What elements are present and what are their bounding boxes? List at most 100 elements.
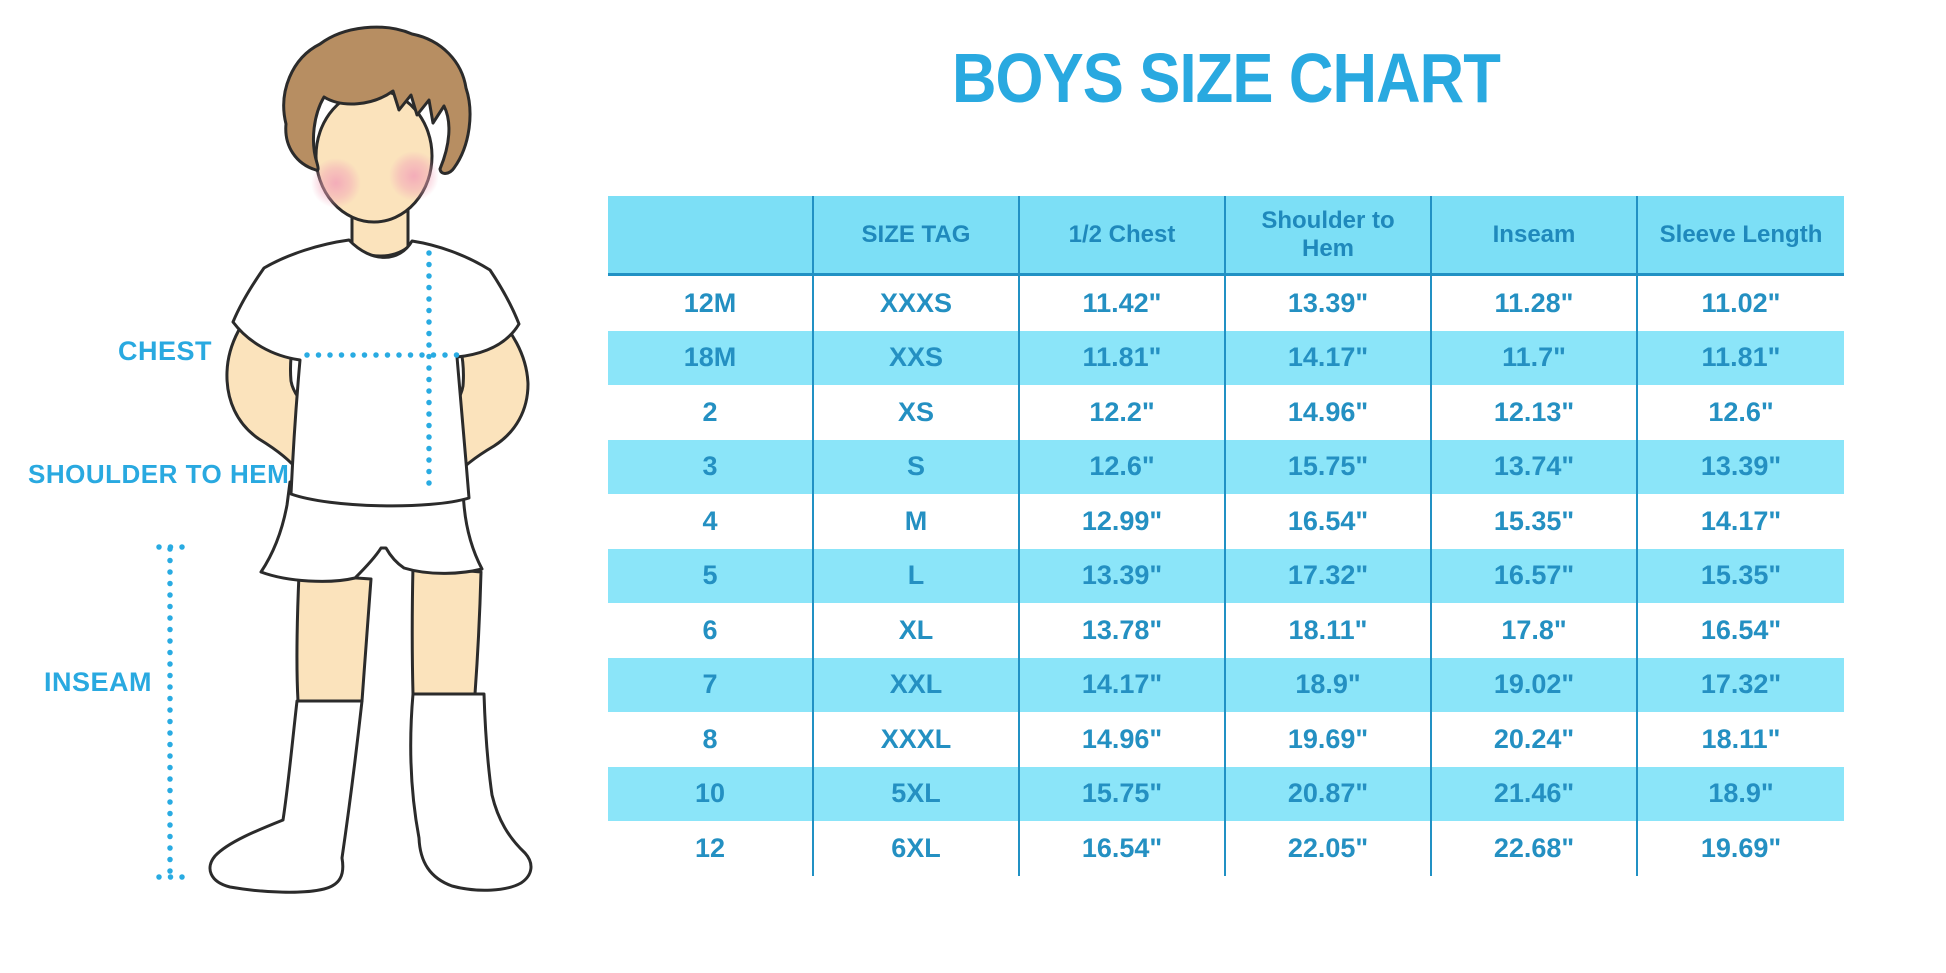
table-row: 3 S 12.6" 15.75" 13.74" 13.39": [608, 439, 1844, 494]
cell-size-tag: XXXS: [814, 276, 1020, 331]
boy-left-leg: [295, 572, 373, 703]
cell-size: 4: [608, 494, 814, 549]
cell-inseam: 11.28": [1432, 276, 1638, 331]
cell-shoulder-to-hem: 19.69": [1226, 712, 1432, 767]
cell-half-chest: 11.42": [1020, 276, 1226, 331]
shoulder-to-hem-label: SHOULDER TO HEM: [28, 459, 290, 489]
cell-sleeve-length: 11.02": [1701, 287, 1781, 318]
cell-size: 10: [608, 766, 814, 821]
cell-size-tag: XXXL: [814, 712, 1020, 767]
boy-left-cheek: [311, 158, 361, 208]
table-row: 7 XXL 14.17" 18.9" 19.02" 17.32": [608, 657, 1844, 712]
header-cell-blank: [608, 196, 814, 273]
cell-sleeve-length: 19.69": [1700, 832, 1782, 863]
cell-shoulder-to-hem: 17.32": [1226, 548, 1432, 603]
cell-inseam: 17.8": [1432, 603, 1638, 658]
cell-half-chest: 14.17": [1020, 657, 1226, 712]
cell-size-tag: 6XL: [814, 821, 1020, 876]
cell-size-tag: XXL: [814, 657, 1020, 712]
cell-size: 6: [608, 603, 814, 658]
size-table-body: 12M XXXS 11.42" 13.39" 11.28" 11.02" 18M XXS 11.…: [608, 276, 1844, 876]
boy-shorts: [259, 480, 484, 583]
cell-sleeve-length: 13.39": [1700, 451, 1782, 482]
cell-size-tag: M: [814, 494, 1020, 549]
cell-half-chest: 14.96": [1020, 712, 1226, 767]
cell-shoulder-to-hem: 16.54": [1226, 494, 1432, 549]
cell-half-chest: 15.75": [1020, 766, 1226, 821]
cell-sleeve-length: 18.9": [1708, 778, 1774, 809]
boy-right-leg: [410, 564, 483, 696]
table-row: 12 6XL 16.54" 22.05" 22.68" 19.69": [608, 821, 1844, 876]
cell-size: 18M: [608, 330, 814, 385]
cell-shoulder-to-hem: 14.17": [1226, 330, 1432, 385]
cell-half-chest: 12.6": [1020, 439, 1226, 494]
cell-size: 7: [608, 657, 814, 712]
cell-shoulder-to-hem: 18.11": [1226, 603, 1432, 658]
table-row: 2 XS 12.2" 14.96" 12.13" 12.6": [608, 385, 1844, 440]
header-cell-inseam: Inseam: [1432, 196, 1638, 273]
cell-shoulder-to-hem: 13.39": [1226, 276, 1432, 331]
cell-shoulder-to-hem: 18.9": [1226, 657, 1432, 712]
cell-inseam: 22.68": [1432, 821, 1638, 876]
table-row: 6 XL 13.78" 18.11" 17.8" 16.54": [608, 603, 1844, 658]
header-cell-sleeve-length: Sleeve Length: [1659, 220, 1823, 248]
boy-measurement-illustration: [156, 25, 533, 894]
header-cell-shoulder-to-hem: Shoulder to Hem: [1226, 196, 1432, 273]
cell-half-chest: 12.2": [1020, 385, 1226, 440]
table-row: 5 L 13.39" 17.32" 16.57" 15.35": [608, 548, 1844, 603]
cell-half-chest: 12.99": [1020, 494, 1226, 549]
cell-sleeve-length: 14.17": [1700, 505, 1782, 536]
cell-size-tag: 5XL: [814, 766, 1020, 821]
boy-tshirt: [231, 238, 521, 508]
boy-right-sock: [409, 692, 533, 892]
cell-size: 2: [608, 385, 814, 440]
cell-inseam: 11.7": [1432, 330, 1638, 385]
boy-right-cheek: [389, 151, 439, 201]
cell-shoulder-to-hem: 22.05": [1226, 821, 1432, 876]
boy-hair: [282, 25, 472, 175]
table-row: 18M XXS 11.81" 14.17" 11.7" 11.81": [608, 330, 1844, 385]
inseam-label: INSEAM: [44, 667, 153, 697]
table-row: 4 M 12.99" 16.54" 15.35" 14.17": [608, 494, 1844, 549]
cell-size-tag: XXS: [814, 330, 1020, 385]
cell-inseam: 20.24": [1432, 712, 1638, 767]
page-title: BOYS SIZE CHART: [951, 39, 1501, 117]
cell-inseam: 12.13": [1432, 385, 1638, 440]
cell-size-tag: L: [814, 548, 1020, 603]
table-row: 8 XXXL 14.96" 19.69" 20.24" 18.11": [608, 712, 1844, 767]
cell-size: 8: [608, 712, 814, 767]
cell-size-tag: XL: [814, 603, 1020, 658]
cell-inseam: 15.35": [1432, 494, 1638, 549]
cell-half-chest: 11.81": [1020, 330, 1226, 385]
cell-size-tag: S: [814, 439, 1020, 494]
cell-inseam: 13.74": [1432, 439, 1638, 494]
size-table-header-row: SIZE TAG 1/2 Chest Shoulder to Hem Insea…: [608, 196, 1844, 276]
cell-size: 12M: [608, 276, 814, 331]
boy-left-sock: [208, 699, 364, 894]
header-cell-half-chest: 1/2 Chest: [1020, 196, 1226, 273]
size-table: SIZE TAG 1/2 Chest Shoulder to Hem Insea…: [608, 196, 1844, 876]
cell-sleeve-length: 15.35": [1700, 560, 1782, 591]
cell-half-chest: 16.54": [1020, 821, 1226, 876]
table-row: 10 5XL 15.75" 20.87" 21.46" 18.9": [608, 766, 1844, 821]
cell-size: 5: [608, 548, 814, 603]
cell-sleeve-length: 17.32": [1700, 669, 1782, 700]
cell-inseam: 16.57": [1432, 548, 1638, 603]
cell-inseam: 19.02": [1432, 657, 1638, 712]
cell-half-chest: 13.78": [1020, 603, 1226, 658]
cell-shoulder-to-hem: 14.96": [1226, 385, 1432, 440]
cell-inseam: 21.46": [1432, 766, 1638, 821]
chest-label: CHEST: [118, 336, 213, 366]
cell-shoulder-to-hem: 20.87": [1226, 766, 1432, 821]
cell-size: 3: [608, 439, 814, 494]
cell-size-tag: XS: [814, 385, 1020, 440]
cell-sleeve-length: 16.54": [1700, 614, 1782, 645]
cell-half-chest: 13.39": [1020, 548, 1226, 603]
table-row: 12M XXXS 11.42" 13.39" 11.28" 11.02": [608, 276, 1844, 331]
cell-size: 12: [608, 821, 814, 876]
cell-sleeve-length: 12.6": [1708, 396, 1774, 427]
cell-sleeve-length: 11.81": [1701, 342, 1781, 373]
cell-shoulder-to-hem: 15.75": [1226, 439, 1432, 494]
header-cell-size-tag: SIZE TAG: [814, 196, 1020, 273]
